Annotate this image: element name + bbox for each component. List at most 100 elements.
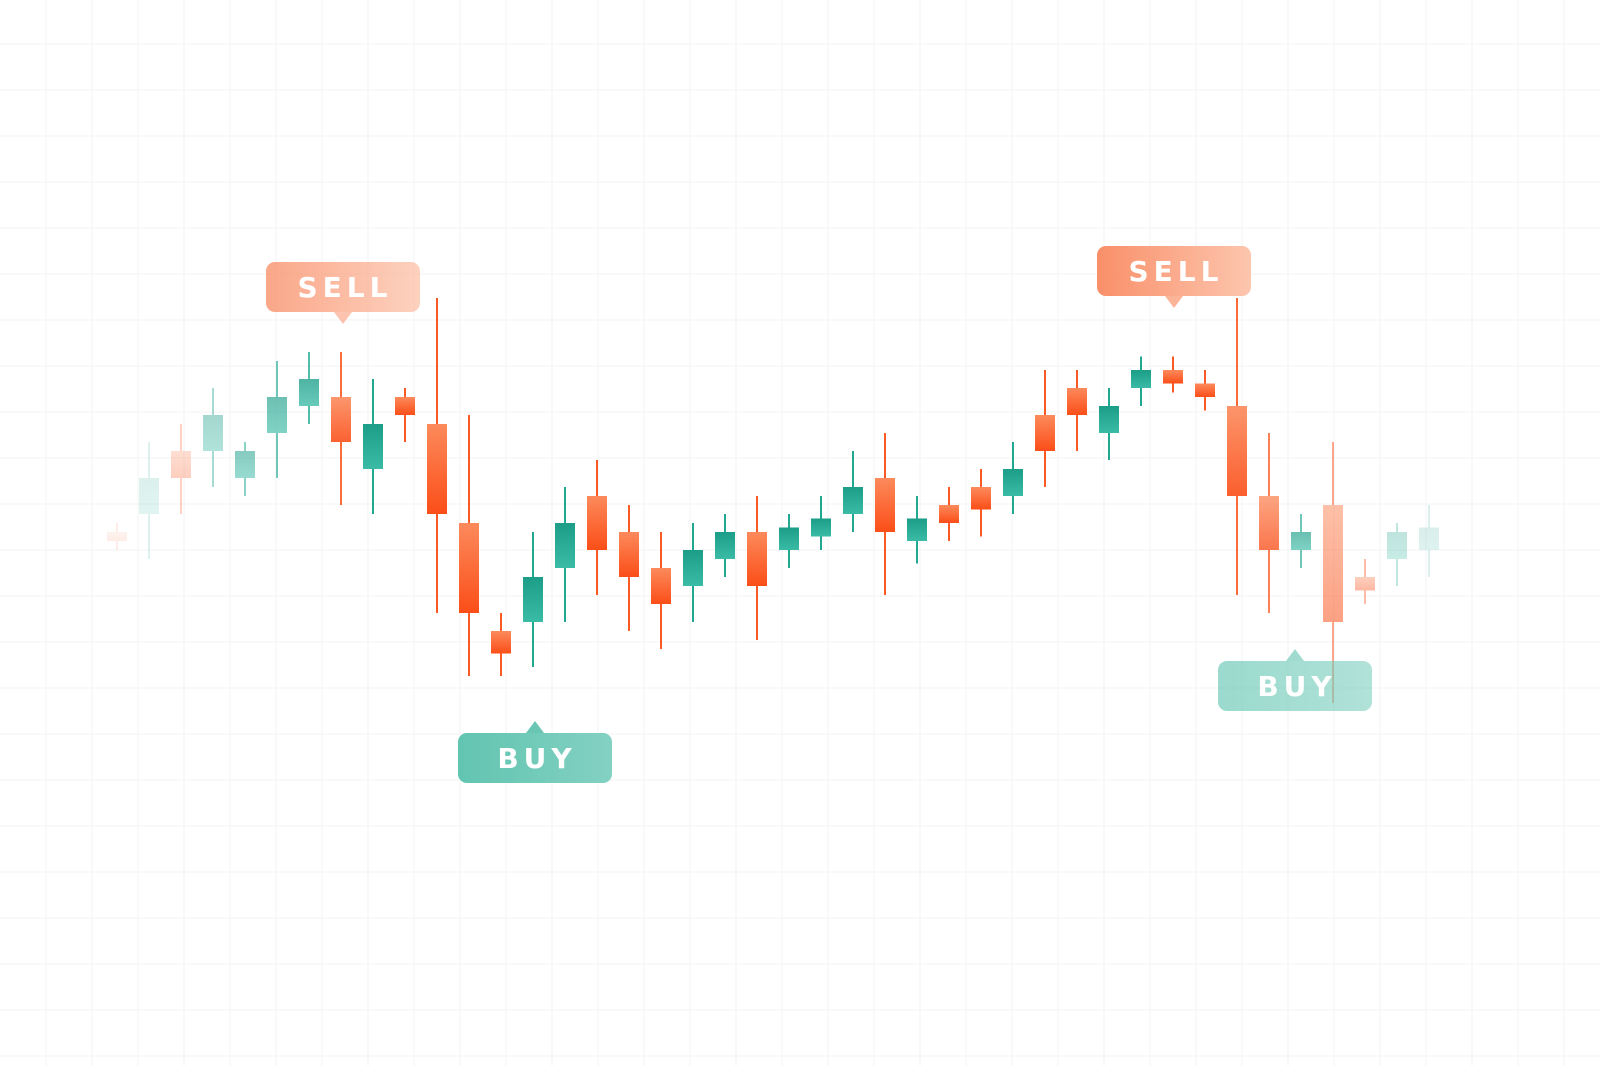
candle	[811, 496, 831, 550]
candle-body-bearish	[1035, 415, 1055, 451]
candle	[1259, 433, 1279, 613]
candle-body-bullish	[1003, 469, 1023, 496]
candles-group	[107, 298, 1439, 703]
candle	[747, 496, 767, 640]
candle-body-bullish	[779, 527, 799, 550]
candle	[555, 487, 575, 622]
badge-background	[266, 262, 420, 312]
candle-body-bearish	[459, 523, 479, 613]
candle	[1195, 370, 1215, 411]
candle-body-bullish	[811, 518, 831, 537]
badge-pointer-icon	[1165, 296, 1183, 308]
candle-body-bullish	[139, 478, 159, 514]
candle	[1131, 356, 1151, 406]
candle-body-bearish	[331, 397, 351, 442]
candle-body-bearish	[1355, 577, 1375, 591]
buy-label: BUY	[497, 742, 576, 775]
candle	[907, 496, 927, 564]
candle-body-bullish	[523, 577, 543, 622]
candle	[651, 532, 671, 649]
candle-body-bearish	[875, 478, 895, 532]
candle-body-bearish	[1195, 383, 1215, 397]
candle	[1355, 559, 1375, 604]
badge-pointer-icon	[334, 312, 352, 324]
candle	[683, 523, 703, 622]
candle-body-bearish	[587, 496, 607, 550]
candle	[779, 514, 799, 568]
badge-background	[458, 733, 612, 783]
candle-body-bullish	[907, 518, 927, 541]
candle-body-bullish	[1099, 406, 1119, 433]
candle-body-bullish	[267, 397, 287, 433]
candle	[427, 298, 447, 613]
candle-body-bearish	[1163, 370, 1183, 384]
candle	[715, 514, 735, 577]
candle-body-bearish	[747, 532, 767, 586]
candle-body-bullish	[363, 424, 383, 469]
candle	[1419, 505, 1439, 577]
candle	[619, 505, 639, 631]
candle	[267, 361, 287, 478]
candle	[1067, 370, 1087, 451]
candle-body-bullish	[683, 550, 703, 586]
candle	[1387, 523, 1407, 586]
badge-pointer-icon	[1286, 649, 1304, 661]
candle-body-bullish	[715, 532, 735, 559]
candle	[395, 388, 415, 442]
candle	[939, 487, 959, 541]
candle-body-bearish	[971, 487, 991, 510]
signal-badges: SELL BUY SELL BUY	[266, 246, 1372, 783]
candle	[331, 352, 351, 505]
candle	[203, 388, 223, 487]
candle	[1003, 442, 1023, 514]
candle	[107, 523, 127, 550]
candle	[299, 352, 319, 424]
sell-signal-badge: SELL	[266, 262, 420, 324]
badge-background	[1218, 661, 1372, 711]
candle-body-bearish	[491, 631, 511, 654]
candle-body-bearish	[1227, 406, 1247, 496]
candle	[1323, 442, 1343, 703]
candle-body-bullish	[1291, 532, 1311, 550]
candle	[843, 451, 863, 532]
candle	[875, 433, 895, 595]
candle-body-bearish	[619, 532, 639, 577]
candle-body-bearish	[1067, 388, 1087, 415]
candle-body-bullish	[203, 415, 223, 451]
candle	[1291, 514, 1311, 568]
candle	[1163, 356, 1183, 393]
candle	[491, 613, 511, 676]
candle	[587, 460, 607, 595]
candle-body-bullish	[235, 451, 255, 478]
badge-background	[1097, 246, 1251, 296]
candle-body-bearish	[395, 397, 415, 415]
candle-body-bearish	[1259, 496, 1279, 550]
buy-signal-badge: BUY	[1218, 649, 1372, 711]
candle	[523, 532, 543, 667]
candle	[1227, 298, 1247, 595]
candle-body-bullish	[1419, 527, 1439, 550]
candle	[459, 415, 479, 676]
badge-pointer-icon	[526, 721, 544, 733]
buy-signal-badge: BUY	[458, 721, 612, 783]
candle-body-bearish	[107, 532, 127, 541]
candle	[139, 442, 159, 559]
candle-body-bullish	[843, 487, 863, 514]
candle-body-bullish	[555, 523, 575, 568]
candle	[971, 469, 991, 537]
sell-label: SELL	[1129, 255, 1224, 288]
candle	[1099, 388, 1119, 460]
candle-body-bullish	[299, 379, 319, 406]
sell-label: SELL	[298, 271, 393, 304]
candle-body-bearish	[171, 451, 191, 478]
candle-body-bearish	[939, 505, 959, 523]
candle	[171, 424, 191, 514]
candle	[235, 442, 255, 496]
candle-body-bullish	[1131, 370, 1151, 388]
candle-body-bearish	[427, 424, 447, 514]
candle-body-bullish	[1387, 532, 1407, 559]
candle	[363, 379, 383, 514]
